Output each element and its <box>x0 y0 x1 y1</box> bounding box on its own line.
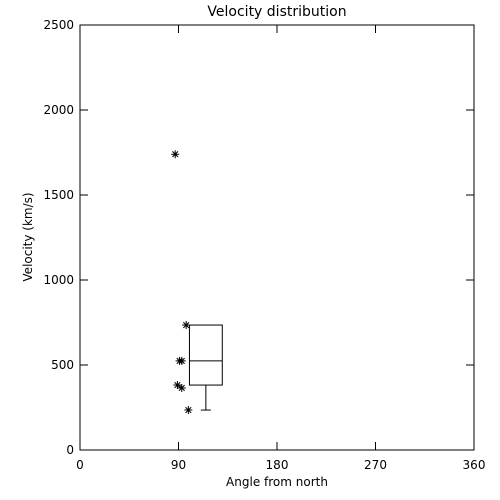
point <box>173 381 182 390</box>
chart-title: Velocity distribution <box>207 4 346 20</box>
point <box>184 406 193 415</box>
point <box>177 356 186 365</box>
y-tick-label: 1500 <box>43 188 74 202</box>
y-tick-label: 2000 <box>43 103 74 117</box>
x-axis-label: Angle from north <box>226 475 328 489</box>
y-axis-label: Velocity (km/s) <box>21 192 35 281</box>
y-tick-label: 2500 <box>43 18 74 32</box>
x-tick-label: 360 <box>463 458 486 472</box>
x-tick-label: 0 <box>76 458 84 472</box>
y-tick-label: 500 <box>51 358 74 372</box>
x-tick-label: 270 <box>364 458 387 472</box>
x-tick-label: 90 <box>171 458 186 472</box>
box <box>188 324 223 386</box>
x-tick-label: 180 <box>266 458 289 472</box>
plot-frame <box>79 24 475 451</box>
y-tick-label: 0 <box>66 443 74 457</box>
y-tick-label: 1000 <box>43 273 74 287</box>
point <box>177 383 186 392</box>
point <box>171 150 180 159</box>
point <box>182 321 191 330</box>
